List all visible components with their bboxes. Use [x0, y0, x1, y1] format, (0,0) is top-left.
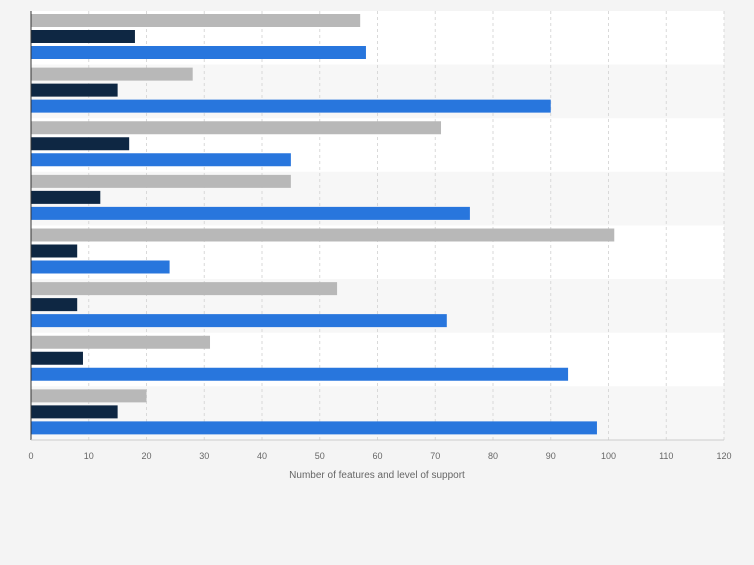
bar-group8-series2 [31, 405, 118, 419]
x-tick-label-30: 30 [199, 451, 209, 461]
bar-group6-series2 [31, 298, 78, 312]
x-tick-label-60: 60 [372, 451, 382, 461]
bar-group5-series2 [31, 244, 78, 258]
bar-group6-series3 [31, 314, 447, 328]
bar-group3-series1 [31, 121, 442, 135]
x-tick-label-90: 90 [546, 451, 556, 461]
bar-group3-series2 [31, 137, 130, 151]
bar-group7-series2 [31, 351, 83, 365]
bar-group2-series3 [31, 99, 551, 113]
bar-group5-series3 [31, 260, 170, 274]
x-axis-label: Number of features and level of support [289, 470, 465, 481]
bar-group7-series1 [31, 335, 211, 349]
bar-group3-series3 [31, 153, 291, 167]
bar-group8-series3 [31, 421, 597, 435]
x-tick-label-20: 20 [141, 451, 151, 461]
x-tick-label-0: 0 [28, 451, 33, 461]
bar-group5-series1 [31, 228, 615, 242]
bar-group4-series1 [31, 174, 291, 188]
x-tick-label-50: 50 [315, 451, 325, 461]
x-tick-label-100: 100 [601, 451, 616, 461]
bars [31, 14, 615, 435]
bar-group2-series1 [31, 67, 193, 81]
x-tick-label-120: 120 [716, 451, 731, 461]
bar-group1-series3 [31, 46, 366, 59]
bar-group1-series2 [31, 30, 135, 43]
x-tick-label-110: 110 [659, 451, 673, 461]
x-tick-label-70: 70 [430, 451, 440, 461]
bar-group6-series1 [31, 282, 338, 296]
bar-group8-series1 [31, 389, 147, 403]
x-tick-label-10: 10 [84, 451, 94, 461]
bar-group1-series1 [31, 14, 361, 27]
bar-group4-series2 [31, 190, 101, 204]
x-tick-label-40: 40 [257, 451, 267, 461]
bar-group2-series2 [31, 83, 118, 97]
x-tick-label-80: 80 [488, 451, 498, 461]
axes [30, 11, 724, 441]
bar-group7-series3 [31, 367, 569, 381]
x-tick-labels: 0 10 20 30 40 50 60 70 80 90 100 110 120 [28, 451, 731, 461]
bar-group4-series3 [31, 206, 470, 220]
